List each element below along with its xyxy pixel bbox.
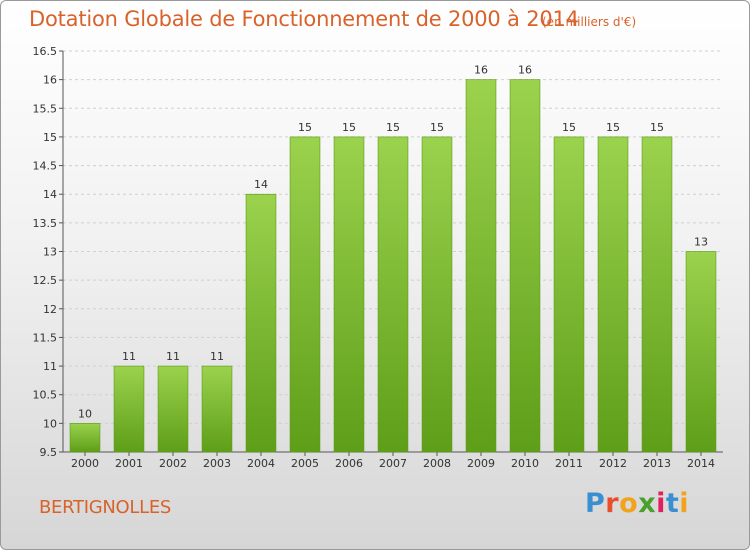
bar-2007 — [377, 136, 409, 453]
y-tick-label: 16 — [43, 74, 57, 87]
x-tick-label: 2012 — [599, 457, 627, 470]
data-label: 16 — [518, 64, 532, 77]
data-label: 15 — [342, 121, 356, 134]
x-tick-label: 2004 — [247, 457, 275, 470]
logo-letter: t — [665, 488, 680, 519]
bar-2000 — [69, 423, 101, 453]
x-tick-label: 2014 — [687, 457, 715, 470]
data-label: 15 — [386, 121, 400, 134]
y-tick-label: 10.5 — [33, 389, 58, 402]
y-tick-label: 15 — [43, 131, 57, 144]
data-label: 11 — [210, 350, 224, 363]
bar-2013 — [641, 136, 673, 453]
data-label: 15 — [298, 121, 312, 134]
commune-name: BERTIGNOLLES — [39, 497, 172, 518]
x-tick-label: 2000 — [71, 457, 99, 470]
data-label: 16 — [474, 64, 488, 77]
y-tick-label: 15.5 — [33, 102, 58, 115]
bar-2008 — [421, 136, 453, 453]
data-label: 13 — [694, 236, 708, 249]
bar-2014 — [685, 251, 717, 453]
y-tick-label: 9.5 — [40, 446, 58, 459]
logo-letter: x — [638, 488, 657, 519]
x-tick-label: 2006 — [335, 457, 363, 470]
data-label: 15 — [650, 121, 664, 134]
data-label: 14 — [254, 178, 268, 191]
proxiti-logo[interactable]: Proxiti — [585, 488, 689, 519]
bar-2010 — [509, 79, 541, 453]
data-label: 11 — [122, 350, 136, 363]
y-tick-label: 13 — [43, 246, 57, 259]
bar-2009 — [465, 79, 497, 453]
data-label: 15 — [562, 121, 576, 134]
x-tick-label: 2001 — [115, 457, 143, 470]
chart-unit-label: (en milliers d'€) — [542, 15, 637, 29]
logo-letter: i — [679, 488, 690, 519]
x-tick-label: 2003 — [203, 457, 231, 470]
y-tick-label: 14.5 — [33, 160, 58, 173]
y-tick-label: 11 — [43, 360, 57, 373]
y-tick-label: 12 — [43, 303, 57, 316]
bar-2012 — [597, 136, 629, 453]
logo-letter: P — [585, 488, 606, 519]
x-tick-label: 2013 — [643, 457, 671, 470]
x-tick-label: 2009 — [467, 457, 495, 470]
y-tick-label: 16.5 — [33, 45, 58, 58]
y-tick-label: 12.5 — [33, 274, 58, 287]
data-label: 10 — [78, 407, 92, 420]
bar-2001 — [113, 365, 145, 453]
data-label: 15 — [606, 121, 620, 134]
x-tick-label: 2005 — [291, 457, 319, 470]
bar-2011 — [553, 136, 585, 453]
bar-2002 — [157, 365, 189, 453]
logo-letter: i — [656, 488, 666, 519]
logo-letter: r — [605, 488, 620, 519]
x-tick-label: 2011 — [555, 457, 583, 470]
x-tick-label: 2008 — [423, 457, 451, 470]
x-tick-label: 2007 — [379, 457, 407, 470]
data-label: 11 — [166, 350, 180, 363]
y-tick-label: 10 — [43, 417, 57, 430]
y-tick-label: 14 — [43, 188, 57, 201]
y-tick-label: 11.5 — [33, 331, 58, 344]
logo-letter: o — [619, 488, 639, 519]
chart-title: Dotation Globale de Fonctionnement de 20… — [29, 7, 579, 31]
x-tick-label: 2010 — [511, 457, 539, 470]
bar-2003 — [201, 365, 233, 453]
bar-2004 — [245, 193, 277, 453]
bar-2005 — [289, 136, 321, 453]
data-label: 15 — [430, 121, 444, 134]
bar-2006 — [333, 136, 365, 453]
x-tick-label: 2002 — [159, 457, 187, 470]
y-tick-label: 13.5 — [33, 217, 58, 230]
